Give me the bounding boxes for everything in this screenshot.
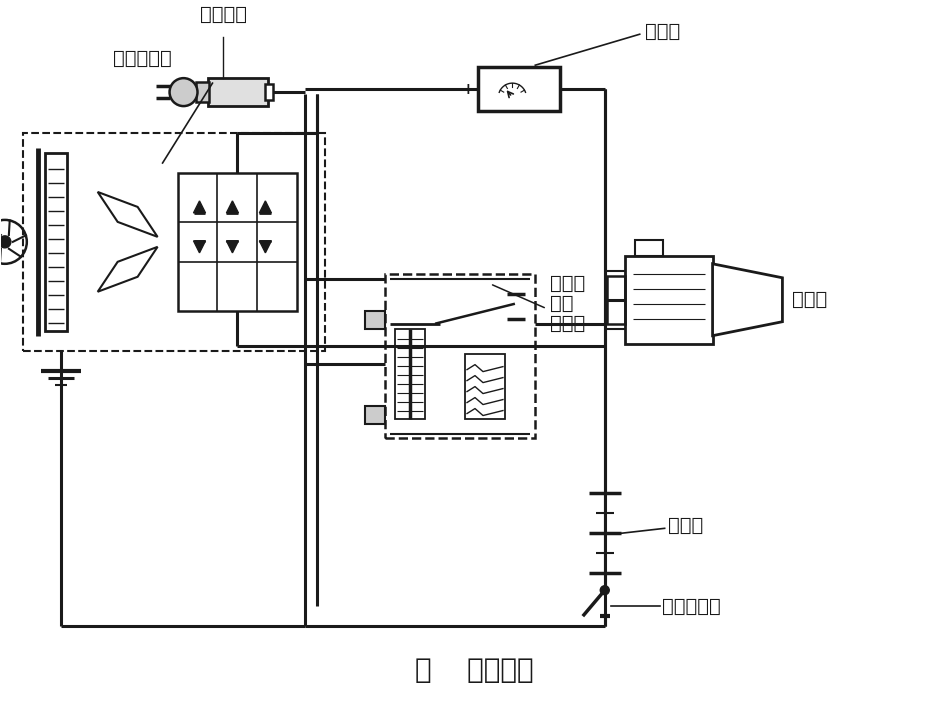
Text: 电流表: 电流表 — [645, 22, 680, 41]
Text: 点火开关: 点火开关 — [200, 5, 247, 24]
Polygon shape — [98, 192, 157, 237]
Text: 交流发电机: 交流发电机 — [113, 49, 172, 68]
Bar — [478, 67, 560, 111]
Bar — [365, 311, 385, 329]
Polygon shape — [227, 241, 239, 253]
Text: +: + — [462, 81, 474, 96]
Polygon shape — [227, 201, 239, 213]
Polygon shape — [98, 247, 157, 292]
Bar — [365, 406, 385, 423]
Text: -: - — [567, 81, 573, 96]
Polygon shape — [260, 241, 271, 253]
Bar — [625, 256, 713, 343]
Text: 电压: 电压 — [550, 294, 574, 313]
Polygon shape — [713, 264, 782, 336]
Bar — [209, 78, 268, 106]
Text: 起动机: 起动机 — [793, 290, 828, 309]
Bar — [635, 240, 663, 256]
Bar — [177, 173, 298, 311]
Bar — [195, 82, 210, 102]
Bar — [395, 329, 425, 418]
Bar — [265, 84, 273, 100]
Bar — [45, 153, 66, 331]
Text: 图    电源电路: 图 电源电路 — [414, 656, 534, 684]
Circle shape — [0, 236, 10, 248]
Polygon shape — [193, 201, 206, 213]
Text: 电源总开关: 电源总开关 — [662, 597, 720, 616]
Polygon shape — [260, 201, 271, 213]
Circle shape — [600, 586, 610, 595]
Bar — [465, 354, 505, 418]
Bar — [385, 274, 535, 438]
Text: 蓄电池: 蓄电池 — [667, 516, 702, 535]
Bar — [607, 276, 625, 324]
Text: 调节器: 调节器 — [550, 314, 585, 333]
Bar — [23, 133, 325, 350]
Circle shape — [170, 78, 197, 106]
Polygon shape — [193, 241, 206, 253]
Text: 振动式: 振动式 — [550, 274, 585, 293]
